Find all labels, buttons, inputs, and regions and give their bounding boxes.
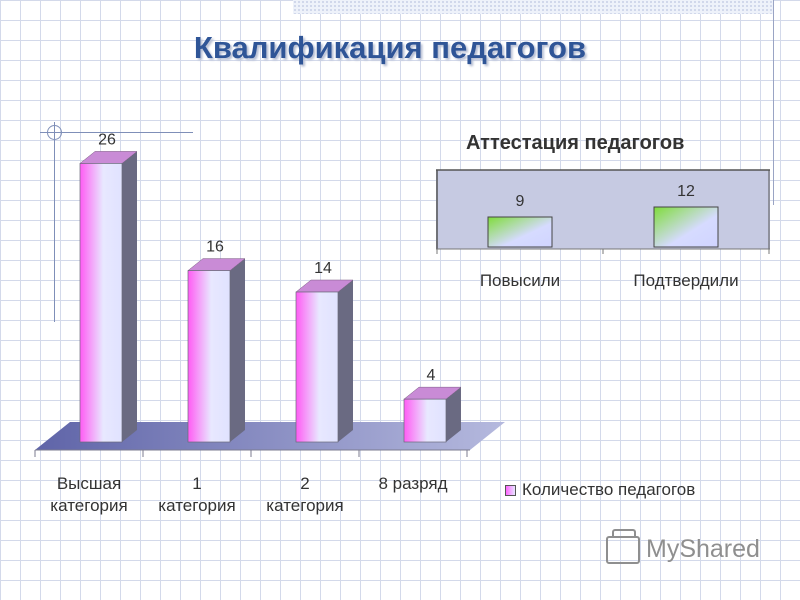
att-category-label-1: Подтвердили	[633, 271, 738, 290]
bar-1	[187, 270, 231, 443]
presentation-board-icon	[606, 528, 640, 564]
qualification-bar-chart: 26 16 14 4 Высшая категория 1 категория 2 катего…	[34, 131, 505, 515]
corner-ornament-horizontal	[40, 132, 193, 133]
att-bar-0-value-label: 9	[516, 193, 525, 210]
att-bar-0	[487, 216, 553, 248]
bar-3	[403, 398, 447, 443]
category-label-1-line-0: 1	[192, 474, 201, 493]
corner-ornament-vertical	[54, 122, 55, 322]
category-label-3-line-0: 8 разряд	[378, 474, 447, 493]
category-label-0-line-1: категория	[50, 496, 127, 515]
bar-3-side	[446, 387, 461, 442]
category-label-0: Высшая категория	[50, 474, 127, 515]
bar-2	[295, 291, 339, 443]
att-bar-1	[653, 206, 719, 248]
att-category-label-0: Повысили	[480, 271, 560, 290]
category-label-1-line-1: категория	[158, 496, 235, 515]
myshared-logo: MyShared	[606, 528, 760, 564]
decorative-vertical-line	[773, 0, 774, 205]
category-label-2-line-1: категория	[266, 496, 343, 515]
category-label-1: 1 категория	[158, 474, 235, 515]
bar-0	[79, 163, 123, 443]
attestation-chart-title: Аттестация педагогов	[466, 132, 685, 154]
attestation-plot-area	[436, 170, 770, 249]
logo-text: MyShared	[646, 535, 760, 563]
bar-3-value-label: 4	[427, 367, 436, 384]
category-label-0-line-0: Высшая	[57, 474, 121, 493]
decorative-top-strip	[293, 0, 773, 14]
legend-swatch	[505, 484, 516, 496]
page-title: Квалификация педагогов	[193, 30, 587, 65]
category-label-3: 8 разряд	[378, 474, 447, 493]
chart-floor	[35, 422, 505, 450]
bar-0-side	[122, 151, 137, 442]
category-label-2: 2 категория	[266, 474, 343, 515]
bar-2-value-label: 14	[314, 260, 332, 277]
bar-1-side	[230, 258, 245, 442]
category-label-2-line-0: 2	[300, 474, 309, 493]
legend-label: Количество педагогов	[522, 480, 696, 499]
attestation-bar-chart: 9 12 Повысили Подтвердили	[436, 169, 770, 290]
bar-2-side	[338, 280, 353, 442]
bar-1-value-label: 16	[206, 239, 224, 256]
legend: Количество педагогов	[505, 480, 695, 500]
att-bar-1-value-label: 12	[677, 183, 695, 200]
corner-ornament-circle	[47, 125, 62, 140]
bar-0-value-label: 26	[98, 131, 116, 148]
